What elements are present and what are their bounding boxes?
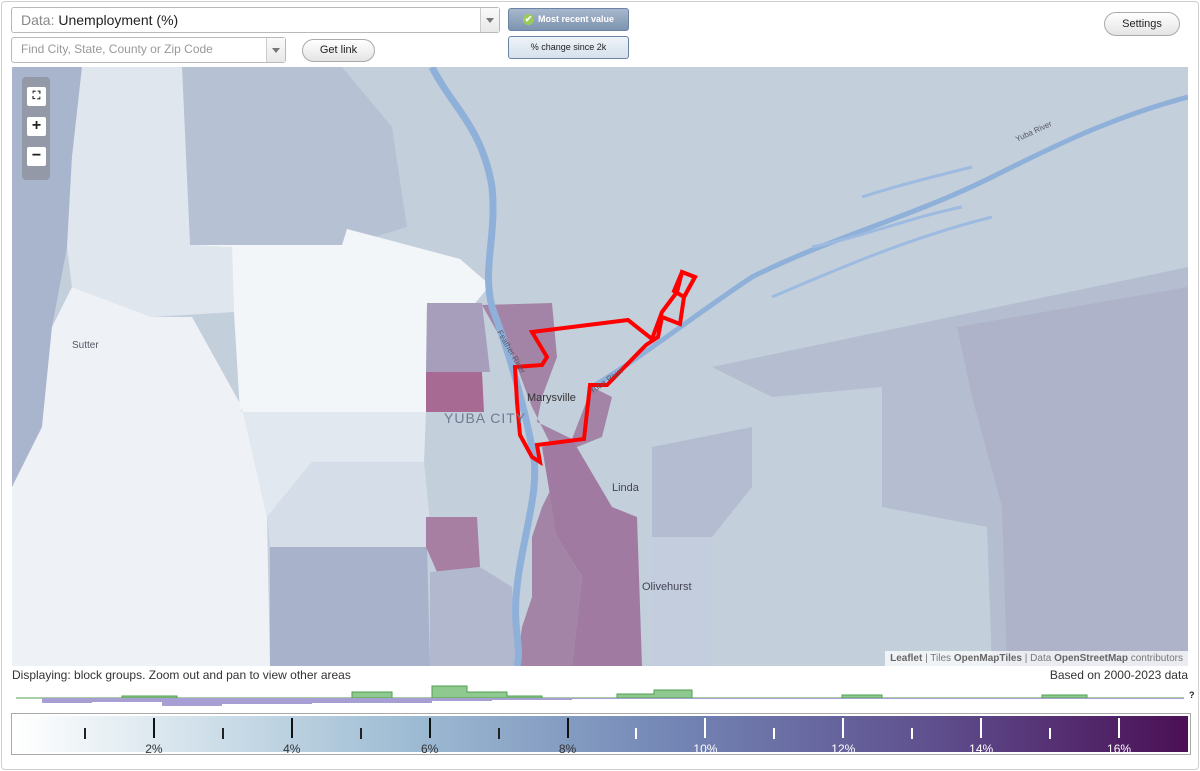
legend-tick-label: 12% [831, 742, 856, 756]
legend-tick-label: 2% [145, 742, 163, 756]
legend-tick-label: 16% [1107, 742, 1132, 756]
block-group [542, 439, 642, 666]
search-dropdown-icon[interactable] [266, 38, 285, 62]
color-gradient: 2% 4% 6% 8% 10% 12% 14% 16% [16, 716, 1188, 756]
map-attribution: Leaflet | Tiles OpenMapTiles | Data Open… [885, 651, 1188, 666]
leaflet-link[interactable]: Leaflet [890, 653, 923, 664]
legend-tick-label: 14% [969, 742, 994, 756]
map-canvas: Sutter YUBA CITY Marysville Linda Oliveh… [12, 67, 1188, 666]
legend-minor-tick [497, 728, 500, 739]
legend-major-tick [428, 718, 431, 738]
data-select-label: Data: [21, 12, 55, 28]
most-recent-value-toggle[interactable]: ✔ Most recent value [508, 8, 629, 31]
legend-major-tick [290, 718, 293, 738]
fit-bounds-icon[interactable]: ⛶ [27, 87, 46, 106]
block-group [190, 229, 490, 412]
color-scale-legend: 2% 4% 6% 8% 10% 12% 14% 16% [11, 713, 1191, 756]
legend-major-tick [980, 718, 983, 738]
place-label-olivehurst: Olivehurst [642, 581, 692, 593]
legend-minor-tick [911, 728, 914, 739]
histogram-bars [16, 685, 1184, 699]
legend-minor-tick [359, 728, 362, 739]
place-label-linda: Linda [612, 482, 640, 494]
location-search[interactable] [11, 37, 286, 63]
legend-major-tick [566, 718, 569, 738]
block-group [430, 567, 517, 666]
block-group [12, 67, 82, 487]
block-group [652, 427, 752, 537]
data-range-note: Based on 2000-2023 data [1049, 668, 1188, 682]
check-icon: ✔ [522, 14, 534, 26]
legend-major-tick [842, 718, 845, 738]
legend-major-tick [1118, 718, 1121, 738]
place-label-marysville: Marysville [527, 392, 576, 404]
map-view[interactable]: Sutter YUBA CITY Marysville Linda Oliveh… [12, 67, 1188, 666]
get-link-button[interactable]: Get link [302, 39, 375, 62]
percent-change-toggle[interactable]: % change since 2k [508, 36, 629, 59]
river-channels [771, 165, 993, 299]
block-group [957, 287, 1188, 666]
attribution-text: | Tiles [922, 653, 954, 664]
feather-river [428, 67, 539, 666]
data-select[interactable]: Data: Unemployment (%) [11, 7, 500, 33]
osm-link[interactable]: OpenStreetMap [1054, 653, 1128, 664]
block-group [652, 537, 712, 666]
block-group [270, 547, 430, 666]
histogram-baseline [16, 698, 1184, 706]
block-group [426, 372, 484, 412]
block-group [267, 462, 430, 547]
legend-major-tick [152, 718, 155, 738]
block-group [12, 287, 270, 666]
zoom-in-button[interactable]: + [27, 117, 46, 136]
settings-button[interactable]: Settings [1104, 12, 1180, 36]
legend-tick-label: 6% [420, 742, 439, 756]
legend-minor-tick [1049, 728, 1052, 739]
block-group [426, 517, 480, 572]
legend-major-tick [704, 718, 707, 738]
legend-minor-tick [83, 728, 86, 739]
zoom-control: ⛶ + − [22, 77, 50, 180]
legend-tick-label: 4% [283, 742, 301, 756]
search-input[interactable] [12, 38, 280, 60]
unknown-marker: ? [1189, 690, 1195, 700]
attribution-text: contributors [1127, 653, 1183, 664]
display-status: Displaying: block groups. Zoom out and p… [12, 668, 351, 682]
highlight-boundary-part [671, 269, 698, 300]
block-group [426, 303, 490, 372]
attribution-text: | Data [1022, 653, 1055, 664]
highlight-boundary [512, 269, 698, 467]
histogram [16, 685, 1184, 706]
block-group [67, 67, 234, 317]
legend-tick-label: 8% [558, 742, 577, 756]
zoom-out-button[interactable]: − [27, 147, 46, 166]
place-label-sutter: Sutter [72, 340, 99, 351]
legend-tick-label: 10% [693, 742, 718, 756]
legend-minor-tick [635, 728, 638, 739]
tiles-link[interactable]: OpenMapTiles [953, 653, 1022, 664]
chevron-down-icon[interactable] [480, 8, 499, 32]
legend-minor-tick [773, 728, 776, 739]
data-select-value: Unemployment (%) [58, 12, 179, 28]
place-label-yuba-city: YUBA CITY [444, 410, 526, 426]
block-group [482, 303, 612, 666]
most-recent-label: Most recent value [537, 14, 615, 24]
yuba-river [590, 94, 1188, 390]
block-group [182, 67, 407, 247]
legend-minor-tick [221, 728, 224, 739]
